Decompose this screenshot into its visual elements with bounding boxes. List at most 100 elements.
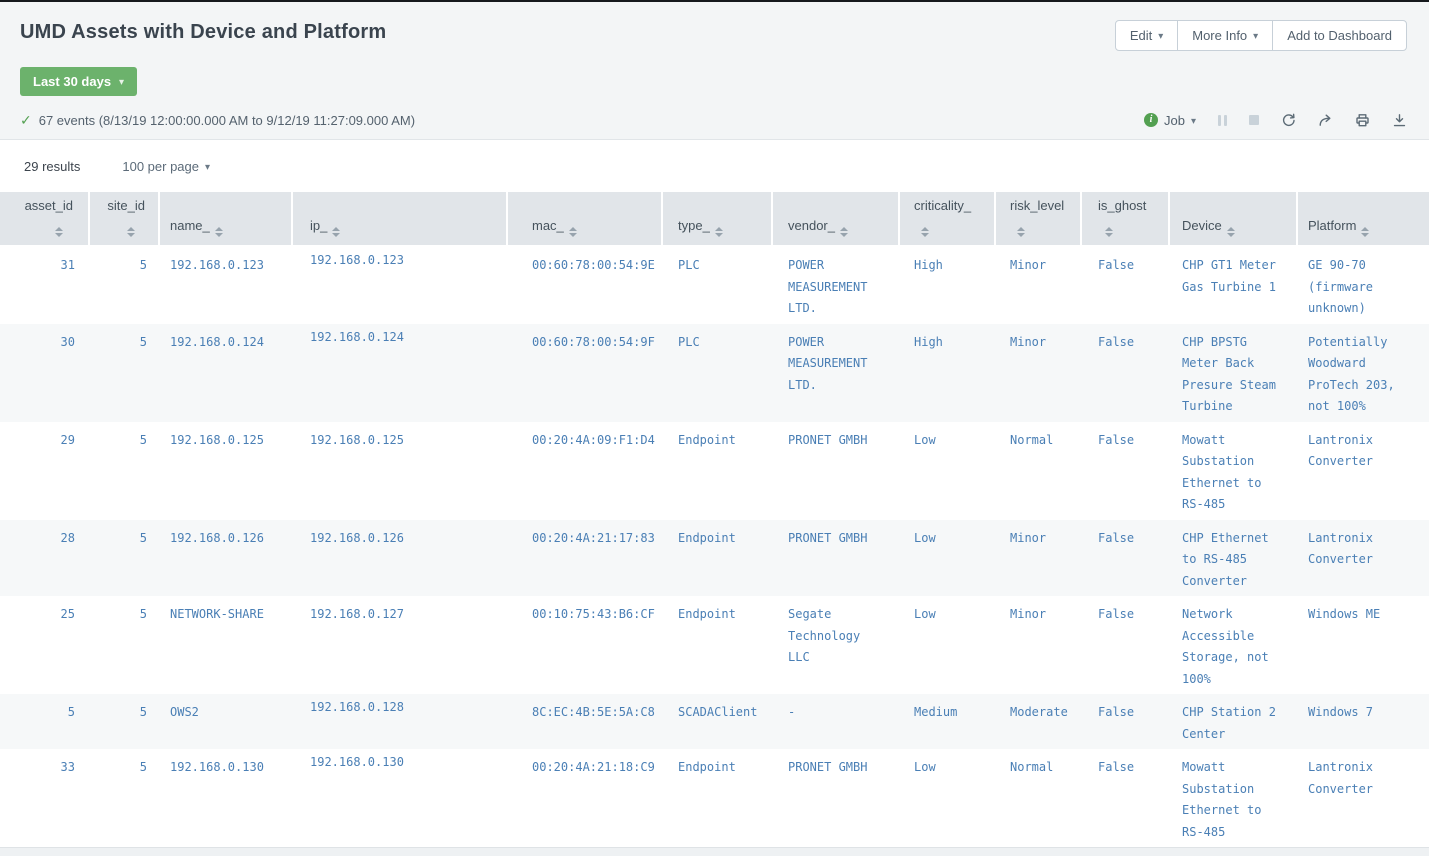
cell-type_[interactable]: Endpoint [678,760,736,774]
cell-platform[interactable]: Potentially Woodward ProTech 203, not 10… [1308,334,1395,414]
export-button[interactable] [1392,113,1407,128]
column-header-criticality_[interactable]: criticality_ [900,192,996,247]
cell-is_ghost[interactable]: False [1098,760,1135,774]
cell-risk_level[interactable]: Normal [1010,432,1054,447]
cell-vendor_[interactable]: PRONET GMBH [788,530,868,545]
column-header-device[interactable]: Device [1170,192,1298,247]
per-page-dropdown[interactable]: 100 per page ▾ [122,159,210,174]
cell-site_id[interactable]: 5 [139,607,147,621]
cell-site_id[interactable]: 5 [139,432,147,447]
cell-asset_id[interactable]: 30 [60,334,75,349]
column-header-risk_level[interactable]: risk_level [996,192,1082,247]
cell-platform[interactable]: GE 90-70 (firmware unknown) [1308,258,1374,315]
time-range-picker[interactable]: Last 30 days ▾ [20,67,138,96]
cell-asset_id[interactable]: 31 [60,258,75,272]
column-header-is_ghost[interactable]: is_ghost [1082,192,1170,247]
cell-name_[interactable]: 192.168.0.126 [170,530,264,545]
cell-platform[interactable]: Windows ME [1308,607,1381,621]
cell-name_[interactable]: NETWORK-SHARE [170,607,264,621]
cell-vendor_[interactable]: - [788,705,796,719]
cell-asset_id[interactable]: 5 [67,705,75,719]
cell-is_ghost[interactable]: False [1098,334,1135,349]
reload-button[interactable] [1281,113,1296,128]
print-button[interactable] [1355,113,1370,128]
cell-device[interactable]: CHP GT1 Meter Gas Turbine 1 [1182,258,1276,294]
cell-ip_[interactable]: 192.168.0.123 [310,253,404,267]
cell-is_ghost[interactable]: False [1098,530,1135,545]
cell-ip_[interactable]: 192.168.0.128 [310,700,404,714]
column-header-ip_[interactable]: ip_ [293,192,508,247]
cell-ip_[interactable]: 192.168.0.125 [310,432,404,447]
column-header-mac_[interactable]: mac_ [508,192,663,247]
cell-platform[interactable]: Lantronix Converter [1308,760,1374,796]
cell-criticality_[interactable]: Low [914,607,936,621]
cell-criticality_[interactable]: Medium [914,705,958,719]
cell-type_[interactable]: PLC [678,258,700,272]
cell-vendor_[interactable]: PRONET GMBH [788,432,868,447]
cell-asset_id[interactable]: 25 [60,607,75,621]
more-info-button[interactable]: More Info ▾ [1177,20,1274,51]
column-header-asset_id[interactable]: asset_id [0,192,90,247]
cell-risk_level[interactable]: Minor [1010,334,1047,349]
cell-platform[interactable]: Windows 7 [1308,705,1374,719]
cell-vendor_[interactable]: POWER MEASUREMENT LTD. [788,258,868,315]
cell-mac_[interactable]: 8C:EC:4B:5E:5A:C8 [532,705,655,719]
cell-criticality_[interactable]: High [914,334,943,349]
cell-device[interactable]: CHP Station 2 Center [1182,705,1276,741]
column-header-site_id[interactable]: site_id [90,192,160,247]
column-header-type_[interactable]: type_ [663,192,773,247]
cell-site_id[interactable]: 5 [139,530,147,545]
cell-type_[interactable]: SCADAClient [678,705,758,719]
cell-vendor_[interactable]: POWER MEASUREMENT LTD. [788,334,868,392]
cell-site_id[interactable]: 5 [139,705,147,719]
cell-asset_id[interactable]: 29 [60,432,75,447]
column-header-name_[interactable]: name_ [160,192,293,247]
cell-name_[interactable]: 192.168.0.125 [170,432,264,447]
cell-mac_[interactable]: 00:20:4A:21:17:83 [532,530,655,545]
cell-ip_[interactable]: 192.168.0.127 [310,607,404,621]
cell-device[interactable]: Mowatt Substation Ethernet to RS-485 [1182,432,1262,512]
cell-mac_[interactable]: 00:20:4A:21:18:C9 [532,760,655,774]
cell-name_[interactable]: 192.168.0.124 [170,334,264,349]
cell-mac_[interactable]: 00:60:78:00:54:9E [532,258,655,272]
job-menu[interactable]: i Job ▾ [1144,113,1196,128]
cell-risk_level[interactable]: Normal [1010,760,1054,774]
cell-name_[interactable]: 192.168.0.123 [170,258,264,272]
cell-site_id[interactable]: 5 [139,258,147,272]
column-header-vendor_[interactable]: vendor_ [773,192,900,247]
column-header-platform[interactable]: Platform [1298,192,1429,247]
cell-vendor_[interactable]: Segate Technology LLC [788,607,861,664]
cell-device[interactable]: Network Accessible Storage, not 100% [1182,607,1269,686]
cell-name_[interactable]: OWS2 [170,705,199,719]
cell-site_id[interactable]: 5 [139,334,147,349]
cell-platform[interactable]: Lantronix Converter [1308,530,1374,567]
cell-device[interactable]: Mowatt Substation Ethernet to RS-485 [1182,760,1262,839]
cell-type_[interactable]: Endpoint [678,607,736,621]
cell-is_ghost[interactable]: False [1098,432,1135,447]
cell-ip_[interactable]: 192.168.0.126 [310,530,404,545]
cell-ip_[interactable]: 192.168.0.130 [310,755,404,769]
cell-device[interactable]: CHP BPSTG Meter Back Presure Steam Turbi… [1182,334,1276,414]
cell-site_id[interactable]: 5 [139,760,147,774]
cell-mac_[interactable]: 00:10:75:43:B6:CF [532,607,655,621]
cell-criticality_[interactable]: High [914,258,943,272]
cell-criticality_[interactable]: Low [914,432,936,447]
cell-name_[interactable]: 192.168.0.130 [170,760,264,774]
cell-is_ghost[interactable]: False [1098,258,1135,272]
cell-ip_[interactable]: 192.168.0.124 [310,329,404,344]
edit-button[interactable]: Edit ▾ [1114,20,1179,51]
cell-risk_level[interactable]: Minor [1010,530,1047,545]
cell-vendor_[interactable]: PRONET GMBH [788,760,868,774]
cell-platform[interactable]: Lantronix Converter [1308,432,1374,469]
cell-asset_id[interactable]: 33 [60,760,75,774]
cell-device[interactable]: CHP Ethernet to RS-485 Converter [1182,530,1269,588]
cell-type_[interactable]: Endpoint [678,432,736,447]
cell-criticality_[interactable]: Low [914,760,936,774]
cell-is_ghost[interactable]: False [1098,705,1135,719]
cell-risk_level[interactable]: Minor [1010,258,1047,272]
cell-risk_level[interactable]: Minor [1010,607,1047,621]
cell-is_ghost[interactable]: False [1098,607,1135,621]
cell-type_[interactable]: PLC [678,334,700,349]
cell-criticality_[interactable]: Low [914,530,936,545]
cell-asset_id[interactable]: 28 [60,530,75,545]
